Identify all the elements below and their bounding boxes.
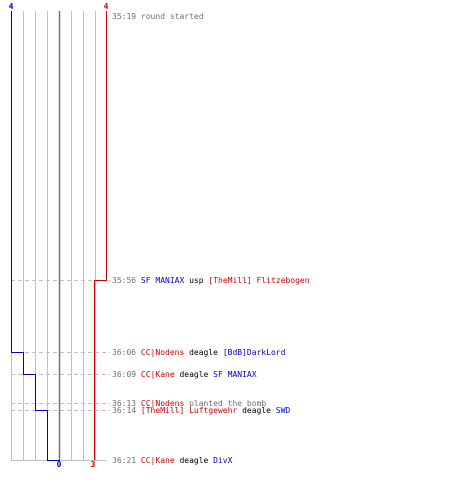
event-time: 35:56	[112, 276, 136, 285]
event-line: 36:09 CC|Kane deagle SF MANIAX	[112, 370, 257, 379]
weapon-name: deagle	[175, 370, 214, 379]
event-line: 36:06 CC|Nodens deagle [BdB]DarkLord	[112, 348, 286, 357]
event-note: planted the bomb	[184, 399, 266, 408]
event-line: 36:21 CC|Kane deagle DivX	[112, 456, 233, 465]
player-name-blue: SF MANIAX	[141, 276, 185, 285]
event-line: 35:19 round started	[112, 12, 204, 21]
event-note: round started	[141, 12, 204, 21]
team-right-alive-line	[94, 11, 107, 460]
weapon-name: deagle	[184, 348, 223, 357]
team-right-start-count: 4	[104, 2, 109, 11]
weapon-name: deagle	[237, 406, 276, 415]
player-slot-grid	[11, 11, 106, 461]
weapon-name: deagle	[175, 456, 214, 465]
event-line: 36:14 [TheMill] Luftgewehr deagle SWD	[112, 406, 290, 415]
player-name-red: [TheMill] Luftgewehr	[141, 406, 238, 415]
team-left-end-count: 0	[57, 460, 62, 469]
player-name-red: CC|Nodens	[141, 399, 185, 408]
team-left-alive-line	[11, 11, 60, 461]
event-line: 35:56 SF MANIAX usp [TheMill] Flitzeboge…	[112, 276, 310, 285]
player-name-red: [TheMill] Flitzebogen	[208, 276, 309, 285]
event-time: 36:06	[112, 348, 136, 357]
player-name-blue: [BdB]DarkLord	[223, 348, 286, 357]
player-name-red: CC|Kane	[141, 370, 175, 379]
event-time: 35:19	[112, 12, 136, 21]
event-guide-lines	[11, 280, 110, 411]
event-time: 36:09	[112, 370, 136, 379]
player-name-blue: DivX	[213, 456, 232, 465]
team-right-end-count: 3	[91, 460, 96, 469]
team-left-start-count: 4	[9, 2, 14, 11]
weapon-name: usp	[184, 276, 208, 285]
event-time: 36:21	[112, 456, 136, 465]
player-name-red: CC|Kane	[141, 456, 175, 465]
player-name-blue: SF MANIAX	[213, 370, 257, 379]
event-line: 36:13 CC|Nodens planted the bomb	[112, 399, 266, 408]
event-time: 36:14	[112, 406, 136, 415]
event-time: 36:13	[112, 399, 136, 408]
player-name-blue: SWD	[276, 406, 291, 415]
event-log: 35:19 round started 35:56 SF MANIAX usp […	[112, 12, 310, 465]
player-name-red: CC|Nodens	[141, 348, 185, 357]
